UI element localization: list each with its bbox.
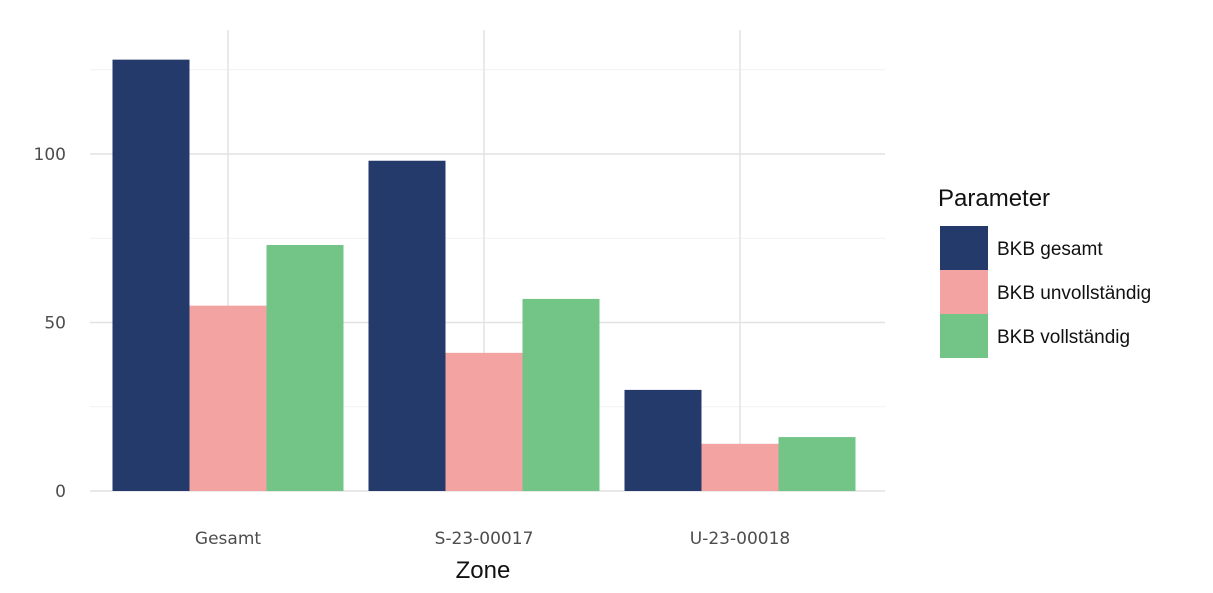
bar [266,244,344,491]
bar [112,59,190,491]
bar [189,305,267,491]
legend-key [940,314,988,358]
bar [778,437,856,491]
x-tick-label: U-23-00018 [690,529,790,549]
y-tick-label: 0 [55,482,66,502]
y-tick-label: 100 [34,145,66,165]
bar [445,352,523,491]
x-axis: Gesamt S-23-00017 U-23-00018 [195,529,790,549]
bar [522,298,600,491]
bars [112,59,856,492]
legend-key [940,226,988,270]
legend-label: BKB vollständig [997,327,1130,348]
bar [368,160,446,492]
legend-label: BKB unvollständig [997,283,1151,304]
bar [701,443,779,491]
legend-title: Parameter [938,185,1050,212]
x-axis-title: Zone [456,557,511,584]
y-axis: 0 50 100 [34,145,66,502]
legend-key [940,270,988,314]
bar [624,389,702,491]
y-tick-label: 50 [44,314,66,334]
x-tick-label: S-23-00017 [435,529,534,549]
legend: Parameter BKB gesamt BKB unvollständig BKB… [938,185,1151,358]
x-tick-label: Gesamt [195,529,261,549]
legend-label: BKB gesamt [997,239,1103,260]
